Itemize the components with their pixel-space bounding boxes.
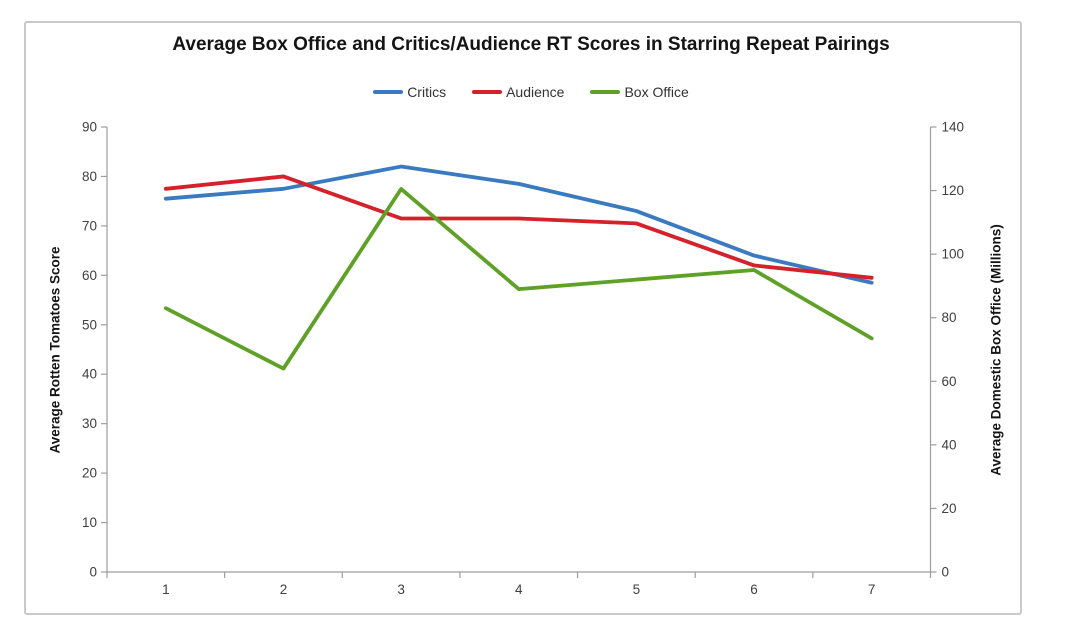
right-axis-tick-label: 40	[942, 437, 957, 452]
left-axis-tick-label: 90	[82, 120, 97, 135]
left-axis-tick-label: 50	[82, 317, 97, 332]
x-axis-category-label: 5	[633, 582, 641, 597]
legend-item-box-office: Box Office	[590, 84, 689, 100]
right-axis-tick-label: 0	[942, 565, 950, 580]
legend-line-swatch-box-office	[590, 90, 621, 94]
legend-item-critics: Critics	[373, 84, 446, 100]
legend-label-audience: Audience	[506, 84, 565, 100]
left-axis-tick-label: 70	[82, 218, 97, 233]
legend-label-box-office: Box Office	[624, 84, 689, 100]
right-axis-tick-label: 20	[942, 501, 957, 516]
left-axis-tick-label: 30	[82, 416, 97, 431]
legend-item-audience: Audience	[472, 84, 564, 100]
left-axis-tick-label: 60	[82, 268, 97, 283]
right-axis-tick-label: 80	[942, 310, 957, 325]
x-axis-category-label: 3	[397, 582, 405, 597]
right-axis-tick-label: 140	[942, 120, 965, 135]
legend-line-swatch-critics	[373, 90, 404, 94]
left-axis-tick-label: 20	[82, 466, 97, 481]
x-axis-category-label: 1	[162, 582, 170, 597]
right-axis-tick-label: 60	[942, 374, 957, 389]
x-axis-category-label: 4	[515, 582, 523, 597]
left-axis-tick-label: 0	[89, 565, 97, 580]
right-axis-tick-label: 120	[942, 183, 965, 198]
left-axis-tick-label: 40	[82, 367, 97, 382]
legend: Critics Audience Box Office	[24, 84, 1038, 100]
right-axis-tick-label: 100	[942, 247, 965, 262]
chart-title: Average Box Office and Critics/Audience …	[172, 34, 890, 55]
legend-line-swatch-audience	[472, 90, 503, 94]
legend-label-critics: Critics	[407, 84, 447, 100]
x-axis-category-label: 7	[868, 582, 876, 597]
chart-frame	[24, 21, 1022, 615]
series-line-audience	[163, 174, 874, 280]
left-axis-tick-label: 80	[82, 169, 97, 184]
x-axis-category-label: 2	[280, 582, 288, 597]
x-axis-category-label: 6	[750, 582, 758, 597]
series-line-critics	[163, 164, 874, 285]
left-axis-tick-label: 10	[82, 515, 97, 530]
series-line-box-office	[163, 187, 874, 371]
